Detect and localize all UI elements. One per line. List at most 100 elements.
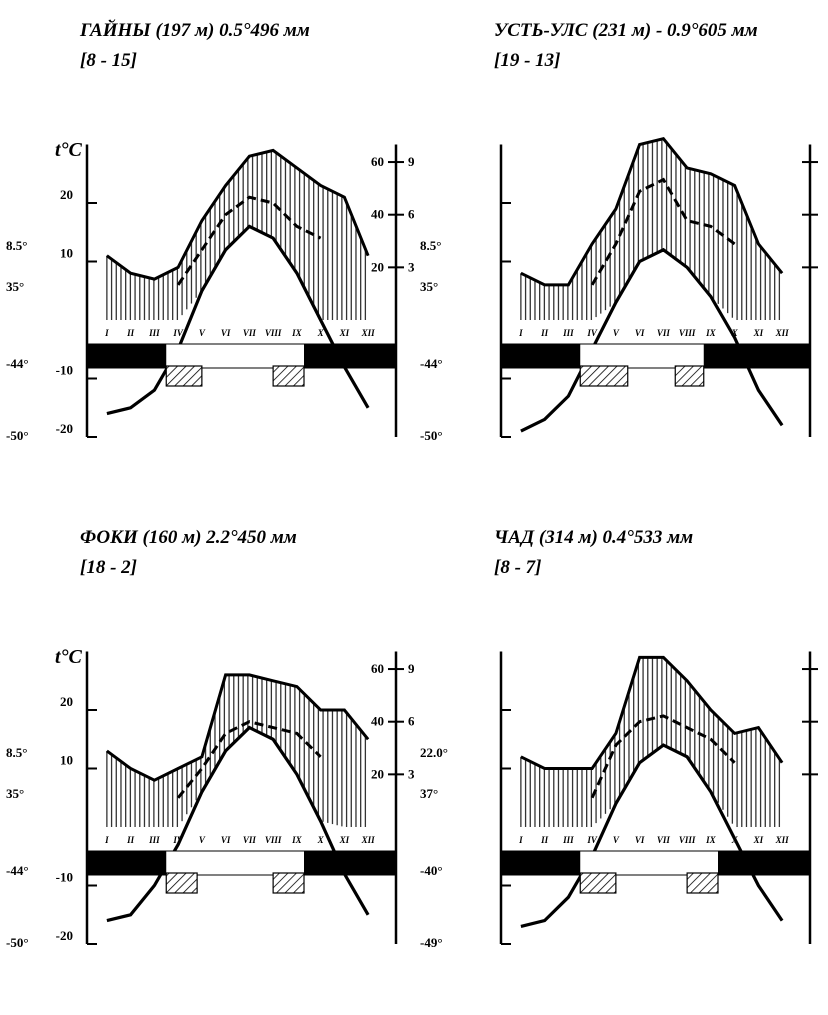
precip-upper-curve	[520, 137, 784, 287]
month-label: IX	[705, 835, 717, 845]
precip-upper-curve	[106, 673, 370, 782]
left-annotation: -50°	[6, 935, 29, 950]
left-annotation: -44°	[6, 863, 29, 878]
left-annotation: 35°	[6, 279, 24, 294]
chart-svg: УСТЬ-УЛС (231 м) - 0.9°605 мм [19 - 13] 8.…	[420, 20, 818, 443]
month-label: II	[126, 328, 135, 338]
month-label: IV	[172, 835, 184, 845]
month-label: VII	[243, 328, 257, 338]
left-annotation: 22.0°	[420, 745, 448, 760]
month-label: XI	[339, 328, 350, 338]
precip-upper-curve	[106, 148, 370, 281]
left-annotation: -50°	[6, 428, 29, 443]
month-label: VIII	[679, 835, 696, 845]
climate-diagram-foki: ФОКИ (160 м) 2.2°450 мм [18 - 2] 20 10 -10 -2…	[0, 507, 414, 1014]
month-label: VI	[221, 835, 231, 845]
temperature-curve	[106, 725, 370, 923]
frost-period-hatched	[579, 872, 617, 894]
frost-period-hatched	[165, 365, 203, 387]
month-label: XI	[753, 328, 764, 338]
temperature-curve	[520, 743, 784, 928]
month-label: III	[148, 328, 160, 338]
month-label: II	[126, 835, 135, 845]
temperature-axis-label: t°C	[55, 139, 83, 161]
temperature-curve	[106, 224, 370, 416]
chart-svg: ГАЙНЫ (197 м) 0.5°496 мм [8 - 15] 20 10 -10 -…	[6, 18, 414, 443]
precip-dashed-curve	[590, 177, 736, 286]
frost-period-black	[87, 344, 167, 368]
precipitation-tick-label-mm: 20	[371, 259, 384, 274]
month-label: XI	[339, 835, 350, 845]
month-label: VI	[635, 328, 645, 338]
month-label: XII	[775, 328, 790, 338]
month-label: VI	[221, 328, 231, 338]
precipitation-tick-label: 60	[408, 207, 414, 222]
month-label: I	[104, 835, 109, 845]
temperature-tick-label: 20	[60, 694, 73, 709]
precip-dashed-curve	[590, 714, 736, 799]
month-label: IX	[291, 328, 303, 338]
month-label: VIII	[265, 835, 282, 845]
month-label: II	[540, 328, 549, 338]
month-label: X	[731, 328, 739, 338]
frost-period-hatched	[579, 365, 629, 387]
month-label: VIII	[265, 328, 282, 338]
frost-period-hatched	[272, 365, 305, 387]
temperature-curve	[520, 247, 784, 433]
month-label: IX	[291, 835, 303, 845]
precip-hatch-lines	[106, 674, 367, 827]
month-label: X	[731, 835, 739, 845]
climate-diagram-ust-uls: УСТЬ-УЛС (231 м) - 0.9°605 мм [19 - 13] 8.…	[414, 0, 828, 507]
station-title: ГАЙНЫ (197 м) 0.5°496 мм	[79, 18, 310, 41]
month-label: IV	[586, 835, 598, 845]
precip-hatch-lines	[520, 139, 781, 320]
precipitation-tick-label: 90	[408, 154, 414, 169]
temperature-tick-label: 20	[60, 187, 73, 202]
left-annotation: 8.5°	[420, 238, 441, 253]
temperature-tick-label: 10	[60, 753, 73, 768]
left-annotation: -49°	[420, 935, 443, 950]
left-annotation: 35°	[6, 786, 24, 801]
station-subtitle: [8 - 7]	[494, 557, 541, 578]
frost-period-black	[501, 851, 581, 875]
month-label: I	[518, 328, 523, 338]
month-label: VI	[635, 835, 645, 845]
station-title: ЧАД (314 м) 0.4°533 мм	[494, 527, 693, 548]
precipitation-tick-label-mm: 60	[371, 154, 384, 169]
month-label: I	[518, 835, 523, 845]
left-annotation: -50°	[420, 428, 443, 443]
left-annotation: 8.5°	[6, 238, 27, 253]
month-label: VII	[657, 835, 671, 845]
month-label: V	[199, 328, 206, 338]
precipitation-tick-label: 30	[408, 259, 414, 274]
month-label: II	[540, 835, 549, 845]
month-label: VIII	[679, 328, 696, 338]
month-label: VII	[657, 328, 671, 338]
precipitation-tick-label-mm: 40	[371, 207, 384, 222]
precipitation-tick-label: 90	[408, 661, 414, 676]
month-label: I	[104, 328, 109, 338]
station-subtitle: [18 - 2]	[80, 557, 137, 578]
frost-period-hatched	[674, 365, 705, 387]
temperature-tick-label: -20	[56, 928, 73, 943]
month-label: X	[317, 328, 325, 338]
month-label: XII	[361, 328, 376, 338]
month-label: III	[562, 328, 574, 338]
climate-diagram-gainy: ГАЙНЫ (197 м) 0.5°496 мм [8 - 15] 20 10 -10 -…	[0, 0, 414, 507]
left-annotation: 8.5°	[6, 745, 27, 760]
temperature-tick-label: -10	[56, 870, 73, 885]
precipitation-tick-label: 30	[408, 766, 414, 781]
left-annotation: -44°	[420, 356, 443, 371]
climate-diagram-chad: ЧАД (314 м) 0.4°533 мм [8 - 7] 22.0° 37° -40…	[414, 507, 828, 1014]
precipitation-tick-label: 60	[408, 714, 414, 729]
month-label: IX	[705, 328, 717, 338]
month-label: XII	[775, 835, 790, 845]
precip-dashed-curve	[176, 195, 322, 286]
month-label: XII	[361, 835, 376, 845]
frost-period-hatched	[272, 872, 305, 894]
frost-period-black	[87, 851, 167, 875]
month-label: III	[562, 835, 574, 845]
month-label: XI	[753, 835, 764, 845]
chart-svg: ЧАД (314 м) 0.4°533 мм [8 - 7] 22.0° 37° -40…	[420, 527, 818, 950]
month-label: III	[148, 835, 160, 845]
